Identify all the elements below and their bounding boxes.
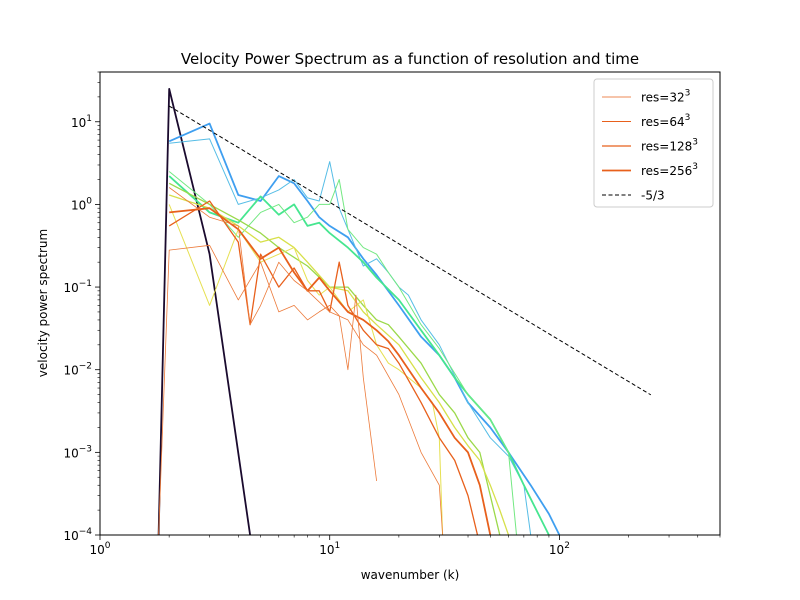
x-tick-label: 101 bbox=[319, 541, 340, 557]
y-tick-label: 10−1 bbox=[63, 279, 92, 295]
x-axis-label: wavenumber (k) bbox=[361, 568, 460, 582]
chart-title: Velocity Power Spectrum as a function of… bbox=[181, 50, 639, 68]
y-axis-label: velocity power spectrum bbox=[36, 229, 50, 377]
legend-box bbox=[593, 78, 714, 208]
legend: res=323 res=643 res=1283 res=2563 -5/3 bbox=[593, 78, 714, 208]
spectrum-line bbox=[168, 171, 517, 535]
legend-label: res=2563 bbox=[641, 162, 698, 178]
y-axis-ticks: 10−4 10−3 10−2 10−1 100 101 bbox=[63, 71, 100, 543]
spectrum-line bbox=[158, 244, 377, 535]
reference-slope-line bbox=[168, 105, 652, 396]
y-tick-label: 101 bbox=[71, 114, 92, 130]
spectrum-line bbox=[168, 194, 510, 535]
spectrum-line bbox=[169, 207, 492, 535]
legend-label: res=643 bbox=[641, 113, 690, 129]
x-tick-label: 100 bbox=[89, 541, 110, 557]
y-tick-label: 100 bbox=[71, 196, 92, 212]
spectrum-line bbox=[157, 88, 251, 535]
x-axis-ticks: 100 101 102 bbox=[89, 535, 721, 557]
y-tick-label: 10−2 bbox=[63, 362, 92, 378]
x-tick-label: 102 bbox=[549, 541, 570, 557]
legend-label: res=1283 bbox=[641, 138, 698, 154]
y-tick-label: 10−3 bbox=[63, 444, 92, 460]
plot-area bbox=[99, 71, 721, 536]
axes-frame bbox=[99, 71, 721, 536]
spectrum-line bbox=[168, 122, 561, 535]
spectrum-line bbox=[168, 182, 501, 535]
spectrum-line bbox=[169, 138, 532, 535]
legend-label: -5/3 bbox=[641, 189, 665, 203]
spectrum-line bbox=[168, 200, 479, 535]
y-tick-label: 10−4 bbox=[63, 527, 92, 543]
reference-line-layer bbox=[168, 105, 652, 396]
legend-entries: res=323 res=643 res=1283 res=2563 -5/3 bbox=[602, 89, 698, 203]
spectrum-line bbox=[168, 187, 443, 535]
legend-label: res=323 bbox=[641, 89, 690, 105]
series-layer bbox=[157, 88, 561, 535]
